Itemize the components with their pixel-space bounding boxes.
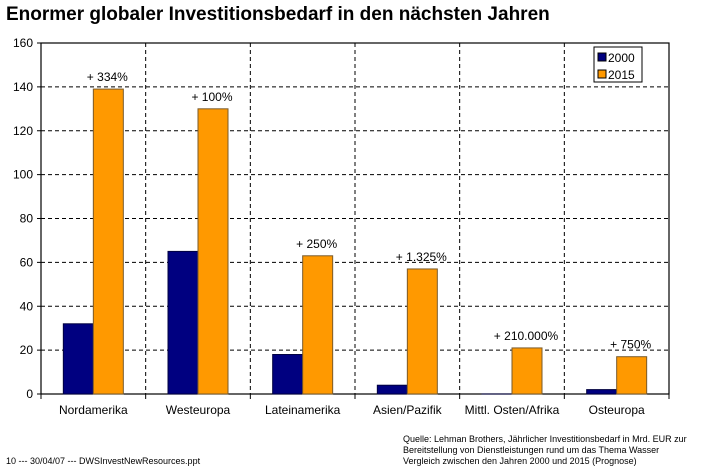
y-tick-label: 40 <box>20 299 34 313</box>
bar-2000 <box>272 354 304 395</box>
bar-annotation: + 334% <box>87 70 128 84</box>
bar-2000 <box>62 323 94 395</box>
bar-annotation: + 210.000% <box>494 329 559 343</box>
bar-annotation: + 100% <box>191 90 232 104</box>
source-line: Bereitstellung von Dienstleistungen rund… <box>403 445 660 455</box>
source-line: Quelle: Lehman Brothers, Jährlicher Inve… <box>403 434 687 444</box>
bar-2015 <box>511 347 543 395</box>
bar-2000 <box>376 384 408 395</box>
footer: 10 --- 30/04/07 --- DWSInvestNewResource… <box>6 456 201 466</box>
bar-annotation: + 1.325% <box>396 250 447 264</box>
bar-2000 <box>586 389 618 395</box>
y-tick-label: 140 <box>13 80 33 94</box>
x-tick-label: Mittl. Osten/Afrika <box>465 403 560 417</box>
x-tick-label: Nordamerika <box>59 403 128 417</box>
x-tick-label: Lateinamerika <box>265 403 341 417</box>
legend-swatch-2000 <box>597 52 607 62</box>
y-tick-label: 0 <box>26 387 33 401</box>
y-tick-label: 80 <box>20 212 34 226</box>
y-tick-label: 60 <box>20 255 34 269</box>
legend-label: 2000 <box>608 51 635 65</box>
legend-swatch-2015 <box>597 69 607 79</box>
bar-2015 <box>616 356 648 395</box>
legend-label: 2015 <box>608 68 635 82</box>
bar-annotation: + 250% <box>296 237 337 251</box>
x-tick-label: Osteuropa <box>589 403 645 417</box>
y-tick-label: 120 <box>13 124 33 138</box>
bar-2015 <box>92 88 124 395</box>
x-tick-label: Asien/Pazifik <box>373 403 443 417</box>
source-line: Vergleich zwischen den Jahren 2000 und 2… <box>403 456 637 466</box>
source-note: Quelle: Lehman Brothers, Jährlicher Inve… <box>403 434 687 467</box>
y-tick-label: 160 <box>13 36 33 50</box>
chart-title: Enormer globaler Investitionsbedarf in d… <box>6 4 550 25</box>
bar-2015 <box>302 255 334 395</box>
bar-2015 <box>406 268 438 395</box>
bar-2000 <box>167 250 199 395</box>
x-tick-label: Westeuropa <box>166 403 231 417</box>
bar-2015 <box>197 108 229 395</box>
y-tick-label: 20 <box>20 343 34 357</box>
y-tick-label: 100 <box>13 168 33 182</box>
bar-annotation: + 750% <box>610 338 651 352</box>
